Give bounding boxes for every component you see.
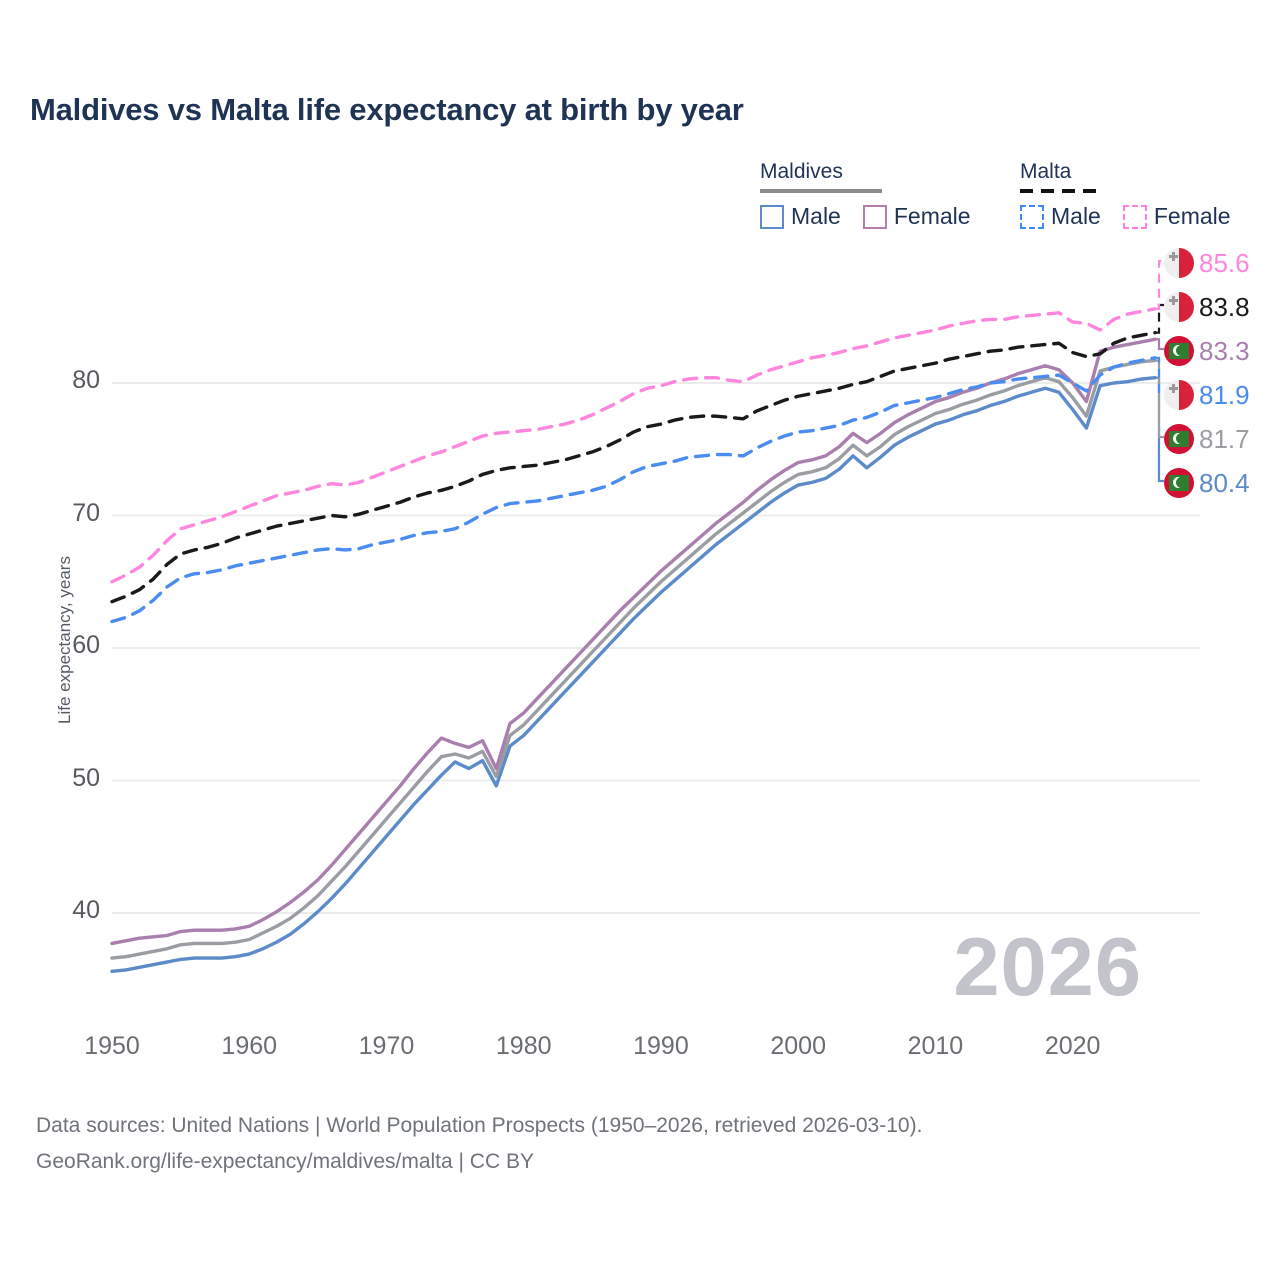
end-label-row: 81.9 (1164, 378, 1250, 412)
crescent-icon (1169, 475, 1189, 491)
end-label-row: 83.8 (1164, 290, 1250, 324)
x-tick-label: 2020 (1044, 1032, 1101, 1060)
maldives-flag-icon (1164, 424, 1194, 454)
legend-rule-dashed (1020, 189, 1102, 193)
series-line-maldives-female (110, 337, 1157, 946)
malta-flag-icon (1164, 380, 1194, 410)
end-value-text: 81.9 (1199, 380, 1250, 410)
maldives-flag-icon (1164, 336, 1194, 366)
x-tick-label: 1990 (633, 1032, 689, 1060)
legend-item-label: Female (893, 203, 971, 229)
end-connector (1155, 259, 1164, 310)
legend-item-label: Female (1153, 203, 1231, 229)
legend-swatch-icon (760, 204, 784, 229)
page-title: Maldives vs Malta life expectancy at bir… (30, 92, 744, 127)
year-watermark: 2026 (953, 920, 1142, 1013)
maldives-flag-icon (1164, 468, 1194, 498)
series-line-maldives-male (110, 376, 1157, 973)
legend-group-title: Maldives (760, 160, 843, 183)
malta-flag-icon (1164, 292, 1194, 322)
x-tick-label: 1960 (221, 1032, 278, 1060)
chart-legend: Maldives Male Female Malta Male (755, 160, 1255, 235)
x-tick-label: 1970 (358, 1032, 415, 1060)
y-tick-label: 60 (72, 631, 100, 659)
y-tick-label: 70 (72, 498, 100, 527)
x-tick-label: 1980 (495, 1032, 552, 1060)
end-label-row: 83.3 (1164, 334, 1250, 368)
x-tick-label: 1950 (84, 1032, 140, 1060)
legend-item-maldives-female[interactable]: Female (862, 203, 971, 230)
legend-item-label: Male (791, 203, 841, 229)
series-line-maldives-both-sexes (110, 358, 1157, 960)
legend-rule-solid (760, 189, 882, 193)
legend-item-label: Male (1051, 203, 1101, 229)
malta-flag-icon (1164, 248, 1194, 278)
footer-line-1: Data sources: United Nations | World Pop… (36, 1114, 923, 1137)
crescent-icon (1169, 431, 1189, 447)
end-label-row: 80.4 (1164, 466, 1250, 500)
legend-swatch-icon (1122, 204, 1147, 229)
cross-icon (1169, 384, 1178, 393)
end-value-text: 83.3 (1199, 336, 1250, 366)
end-value-text: 80.4 (1199, 468, 1250, 498)
end-label-row: 81.7 (1164, 422, 1250, 456)
legend-item-malta-male[interactable]: Male (1020, 203, 1101, 230)
footer-line-2: GeoRank.org/life-expectancy/maldives/mal… (36, 1150, 534, 1173)
end-connector (1155, 356, 1164, 395)
series-line-malta-male (110, 356, 1157, 624)
crescent-icon (1169, 343, 1189, 359)
y-tick-label: 50 (72, 763, 100, 792)
end-connector (1155, 359, 1164, 439)
y-tick-label: 80 (72, 366, 100, 394)
series-line-malta-both-sexes (110, 330, 1157, 604)
legend-group-maldives: Maldives Male Female (760, 160, 971, 230)
end-connector (1155, 303, 1164, 334)
end-value-text: 81.7 (1199, 424, 1250, 454)
legend-group-title: Malta (1020, 160, 1072, 183)
end-connector (1155, 338, 1164, 351)
end-label-row: 85.6 (1164, 246, 1250, 280)
legend-item-maldives-male[interactable]: Male (760, 203, 841, 230)
cross-icon (1169, 252, 1178, 261)
legend-swatch-icon (862, 204, 887, 229)
legend-item-malta-female[interactable]: Female (1122, 203, 1231, 230)
cross-icon (1169, 296, 1178, 305)
x-tick-label: 2000 (770, 1032, 826, 1060)
x-tick-label: 2010 (907, 1032, 964, 1060)
legend-swatch-icon (1020, 204, 1044, 229)
end-value-text: 85.6 (1199, 248, 1250, 278)
legend-group-malta: Malta Male Female (1020, 160, 1231, 230)
footer-credits: Data sources: United Nations | World Pop… (36, 1108, 922, 1180)
end-value-text: 83.8 (1199, 292, 1250, 322)
series-line-malta-female (110, 307, 1157, 584)
y-tick-label: 40 (72, 896, 100, 924)
